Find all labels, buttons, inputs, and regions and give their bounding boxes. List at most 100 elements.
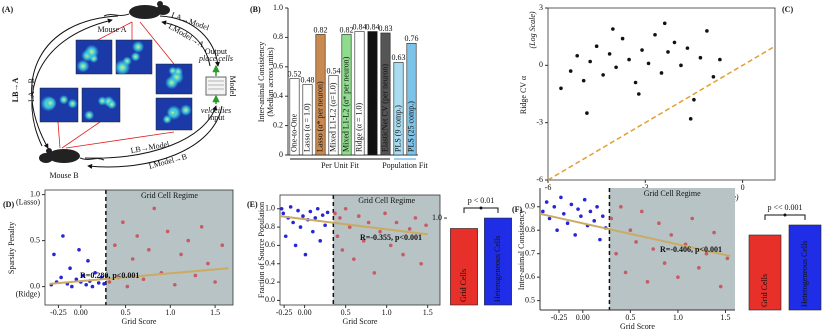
point bbox=[607, 52, 612, 56]
heatmap-blob bbox=[167, 107, 178, 118]
point bbox=[679, 63, 683, 68]
point bbox=[335, 234, 340, 239]
point bbox=[669, 233, 674, 237]
model-box bbox=[205, 76, 227, 96]
y-tick-label: 0.4 bbox=[273, 91, 283, 100]
x-tick-label: 0.5 bbox=[625, 313, 635, 322]
point bbox=[61, 234, 65, 238]
bar-label: Lasso (α* per neuron) bbox=[315, 81, 324, 152]
point bbox=[698, 55, 703, 60]
x-tick-label: -6 bbox=[545, 183, 552, 192]
x-tick-label: 0.00 bbox=[576, 313, 590, 322]
panel-label: (E) bbox=[247, 200, 258, 209]
point bbox=[68, 266, 72, 271]
point bbox=[86, 259, 90, 263]
point bbox=[366, 220, 371, 225]
y-axis-note: (Log Scale) bbox=[528, 11, 537, 48]
point bbox=[165, 229, 170, 234]
point bbox=[552, 204, 557, 209]
bracket-dot bbox=[783, 213, 787, 217]
point bbox=[213, 280, 217, 284]
point bbox=[611, 27, 615, 31]
y-tick-label: 0.8 bbox=[525, 225, 535, 234]
bar-label: ElasticNet CV (per neuron) bbox=[380, 64, 389, 152]
bar bbox=[354, 31, 365, 156]
point bbox=[588, 59, 592, 64]
bar bbox=[302, 84, 313, 156]
point bbox=[568, 69, 573, 73]
y-tick-label: 0.6 bbox=[265, 240, 275, 249]
point bbox=[594, 44, 599, 49]
point bbox=[559, 86, 563, 91]
diagram: (A) Mouse A Mouse B LB→A LA→B bbox=[2, 1, 237, 180]
point bbox=[279, 206, 284, 211]
value-label: 0.82 bbox=[340, 25, 354, 34]
y-tick-label: 0.8 bbox=[273, 32, 283, 41]
y-tick-label: 1.0 bbox=[273, 3, 283, 12]
point bbox=[692, 97, 696, 102]
heatmap-blob bbox=[168, 66, 177, 75]
point bbox=[541, 209, 545, 214]
arrow bbox=[31, 18, 113, 147]
point bbox=[424, 223, 428, 228]
fit-label: R=0.280, p<0.001 bbox=[80, 271, 139, 280]
y-tick-label: 0.2 bbox=[265, 277, 275, 286]
point bbox=[697, 265, 701, 270]
y-tick-label: 3 bbox=[539, 3, 543, 12]
y-axis-label: Inter-animal Consistency bbox=[517, 210, 526, 290]
plot-frame bbox=[44, 189, 234, 306]
model-text: Model bbox=[228, 76, 237, 98]
point bbox=[383, 211, 387, 216]
point bbox=[186, 238, 191, 243]
panel-label: (D) bbox=[3, 200, 14, 209]
point bbox=[659, 71, 664, 75]
heatmap-blob bbox=[114, 59, 131, 76]
loss-label: LB→A bbox=[11, 78, 20, 103]
point bbox=[585, 111, 589, 115]
y-tick-label: 0.6 bbox=[273, 62, 283, 71]
point bbox=[685, 46, 690, 50]
bar bbox=[289, 78, 300, 156]
x-tick-label: -3 bbox=[642, 183, 649, 192]
y-tick-label: 0.5 bbox=[30, 235, 40, 244]
point bbox=[301, 214, 305, 218]
x-tick-label: -0.25 bbox=[551, 313, 568, 322]
x-tick-label: 0.5 bbox=[121, 308, 131, 317]
x-tick-label: 0.5 bbox=[341, 308, 351, 317]
bar bbox=[393, 62, 404, 156]
point bbox=[555, 228, 559, 233]
point bbox=[199, 225, 204, 229]
x-tick-label: 1.5 bbox=[720, 313, 730, 322]
point bbox=[90, 284, 95, 289]
x-tick-label: 0 bbox=[741, 183, 745, 192]
value-label: 0.83 bbox=[379, 24, 393, 33]
point bbox=[619, 204, 623, 209]
heatmap-blob bbox=[132, 40, 145, 53]
point bbox=[657, 221, 661, 225]
point bbox=[559, 195, 563, 200]
point bbox=[640, 48, 644, 52]
x-tick-label: 1.0 bbox=[382, 308, 392, 317]
bar-label: One-to-One bbox=[289, 113, 298, 152]
heatmap-blob bbox=[180, 104, 192, 116]
point bbox=[313, 216, 318, 220]
point bbox=[113, 243, 117, 247]
y-axis-label: (Median across units) bbox=[266, 47, 275, 117]
x-tick-label: 0.00 bbox=[298, 308, 312, 317]
point bbox=[581, 78, 586, 83]
arrow bbox=[84, 105, 218, 159]
y-axis-label: Inter-animal Consistency bbox=[257, 42, 266, 122]
point bbox=[592, 219, 597, 223]
bar bbox=[315, 34, 326, 156]
point bbox=[601, 73, 605, 77]
point bbox=[569, 202, 574, 207]
panel-label: (A) bbox=[2, 5, 13, 14]
bar-label: Ridge (α = 1.0) bbox=[354, 103, 363, 152]
point bbox=[356, 214, 361, 218]
model-units bbox=[208, 80, 224, 90]
bar-label: Mixed L1-L2 (α=1.0) bbox=[328, 82, 337, 152]
value-label: 0.84 bbox=[353, 22, 367, 31]
point bbox=[725, 256, 730, 261]
point bbox=[547, 216, 552, 221]
point bbox=[637, 92, 641, 96]
